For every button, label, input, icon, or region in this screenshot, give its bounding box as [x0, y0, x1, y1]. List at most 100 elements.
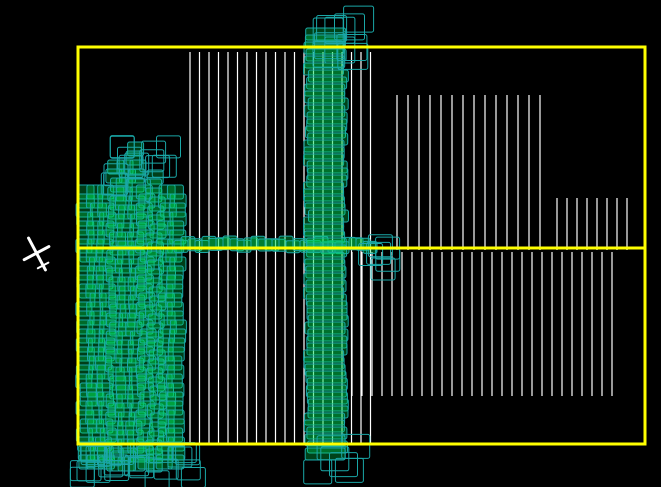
photo-footprint	[306, 307, 348, 321]
photo-footprint	[108, 276, 126, 292]
photo-footprint	[85, 373, 103, 389]
photo-footprint	[305, 125, 346, 139]
photo-footprint	[89, 310, 107, 326]
photo-footprint	[166, 427, 184, 443]
photo-footprint	[307, 314, 349, 328]
survey-area	[76, 45, 647, 446]
photo-footprint	[308, 209, 349, 223]
lines-upper-right	[396, 95, 541, 250]
photo-footprint	[87, 391, 105, 407]
photo-footprint	[106, 249, 124, 265]
photo-footprint	[306, 111, 348, 125]
photo-footprint	[105, 222, 123, 238]
photo-footprint	[159, 202, 177, 218]
photo-footprint	[139, 149, 165, 173]
photo-footprint	[324, 16, 356, 44]
photo-footprint	[167, 364, 185, 380]
photo-footprint	[169, 193, 187, 209]
photo-footprint	[144, 470, 170, 487]
photo-footprint	[118, 312, 136, 328]
photo-footprint	[303, 251, 345, 265]
photo-footprint	[303, 139, 345, 153]
photo-footprint	[169, 319, 187, 335]
photo-footprint	[166, 265, 184, 281]
photo-footprint	[167, 346, 185, 362]
photo-footprint	[85, 409, 103, 425]
photo-footprint	[86, 382, 104, 398]
photo-footprint	[169, 256, 187, 272]
photo-footprint	[124, 152, 150, 176]
photo-footprint	[167, 382, 185, 398]
photo-footprint	[105, 357, 123, 373]
photo-footprint	[303, 349, 345, 363]
photo-footprint	[175, 459, 201, 481]
photo-footprint	[111, 450, 136, 472]
photo-footprint	[105, 393, 123, 409]
photo-footprint	[165, 292, 183, 308]
photo-footprint	[305, 265, 347, 279]
photo-footprint	[303, 356, 345, 370]
photo-footprint	[169, 211, 187, 227]
photo-footprint	[305, 370, 347, 384]
photo-footprint	[145, 277, 163, 293]
photo-footprint	[303, 195, 345, 209]
photo-footprint	[324, 36, 356, 64]
photo-footprint	[166, 310, 184, 326]
photo-footprint	[167, 409, 185, 425]
photo-footprint	[304, 90, 346, 104]
photo-footprint	[304, 321, 346, 335]
photo-footprints	[69, 5, 401, 487]
photo-footprint	[306, 300, 348, 314]
photo-footprint	[125, 178, 151, 202]
photo-footprint	[135, 283, 153, 299]
photo-footprint	[304, 363, 346, 377]
photo-footprint	[86, 184, 104, 200]
photo-footprint	[135, 418, 153, 434]
photo-footprint	[303, 216, 345, 230]
photo-footprint	[88, 337, 105, 353]
photo-footprint	[303, 272, 345, 286]
photo-footprint	[306, 335, 348, 349]
photo-footprint	[105, 348, 123, 364]
photo-footprint	[166, 391, 184, 407]
photo-footprint	[304, 202, 346, 216]
photo-footprint	[307, 97, 349, 111]
photo-footprint	[118, 411, 135, 427]
photo-footprint	[168, 202, 186, 218]
photo-footprint	[305, 384, 347, 398]
lines-lower-right	[351, 252, 613, 396]
photo-footprint	[141, 140, 167, 164]
photo-footprint	[312, 17, 344, 45]
photo-footprint	[145, 155, 171, 179]
photo-footprint	[158, 256, 176, 272]
photo-footprint	[156, 220, 174, 236]
photo-footprint	[166, 283, 184, 299]
photo-footprint	[109, 303, 127, 319]
photo-footprint	[303, 419, 345, 433]
photo-footprint	[307, 132, 349, 146]
photo-footprint	[303, 223, 345, 237]
photo-footprint	[303, 153, 345, 167]
photo-footprint	[148, 441, 174, 463]
photo-footprint	[316, 435, 346, 461]
photo-footprint	[166, 301, 184, 317]
photo-footprint	[118, 154, 144, 178]
photo-footprint	[69, 466, 95, 487]
photo-footprint	[75, 301, 93, 317]
photo-footprint	[167, 446, 193, 468]
photo-footprint	[305, 293, 347, 307]
photo-footprint	[303, 181, 344, 195]
photo-footprint	[76, 460, 102, 482]
photo-footprint	[165, 355, 183, 371]
photo-footprint	[159, 319, 177, 335]
photo-footprint	[156, 283, 174, 299]
photo-footprint	[87, 229, 105, 245]
airplane-icon[interactable]	[16, 232, 58, 277]
photo-footprint	[305, 279, 347, 293]
photo-footprint	[367, 234, 393, 258]
airplane-wings	[22, 245, 51, 262]
photo-footprint	[155, 301, 173, 317]
photo-footprint	[307, 328, 349, 342]
